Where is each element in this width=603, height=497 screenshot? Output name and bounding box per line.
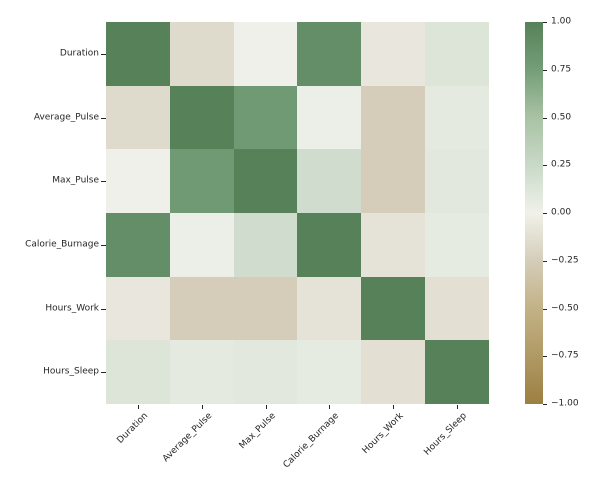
colorbar-tick (543, 213, 547, 214)
heatmap-cell (297, 340, 362, 404)
heatmap-cell (297, 276, 362, 341)
heatmap-cell (169, 149, 234, 213)
colorbar (525, 22, 543, 404)
heatmap-cell (106, 340, 170, 404)
heatmap-cell (297, 85, 362, 150)
colorbar-tick (543, 356, 547, 358)
colorbar-tick (543, 404, 547, 405)
heatmap-cell (361, 213, 426, 277)
y-tick (101, 181, 106, 183)
y-tick-label: Duration (59, 48, 99, 59)
heatmap-cell (361, 22, 426, 86)
colorbar-tick (543, 69, 547, 71)
heatmap-cell (106, 276, 170, 341)
heatmap-cell (106, 149, 170, 213)
heatmap-cell (233, 22, 298, 86)
colorbar-tick-label: −1.00 (551, 398, 579, 409)
heatmap-cell (169, 340, 234, 404)
x-tick (265, 405, 267, 409)
x-tick-label: Hours_Sleep (422, 411, 470, 458)
y-tick-label: Hours_Work (45, 303, 99, 313)
y-tick (101, 372, 106, 374)
heatmap-cell (425, 213, 489, 277)
heatmap-cell (425, 276, 489, 341)
y-tick (101, 117, 106, 119)
colorbar-tick-label: 1.00 (551, 16, 572, 27)
heatmap-cell (233, 149, 298, 213)
colorbar-tick-label: 0.25 (551, 159, 572, 170)
x-tick (393, 405, 395, 409)
colorbar-tick (543, 117, 547, 119)
colorbar-tick (543, 260, 547, 262)
heatmap-cell (361, 276, 426, 341)
heatmap-cell (361, 85, 426, 150)
colorbar-tick-label: −0.25 (551, 255, 579, 266)
heatmap-cell (361, 149, 426, 213)
heatmap-cell (425, 340, 489, 404)
x-tick-label: Hours_Work (360, 411, 406, 457)
heatmap-cell (361, 340, 426, 404)
y-tick-label: Max_Pulse (52, 175, 99, 186)
x-tick-label: Max_Pulse (237, 411, 278, 452)
heatmap-cell (233, 340, 298, 404)
heatmap-cell (233, 213, 298, 277)
y-tick-label: Average_Pulse (33, 112, 99, 122)
heatmap-cell (233, 276, 298, 341)
x-tick-label: Calorie_Burnage (282, 411, 342, 471)
heatmap-cell (106, 22, 170, 86)
heatmap-cell (297, 22, 362, 86)
heatmap-cell (169, 22, 234, 86)
heatmap-cell (169, 276, 234, 341)
x-tick (457, 405, 459, 409)
colorbar-tick-label: 0.75 (551, 64, 572, 75)
heatmap-cell (425, 149, 489, 213)
heatmap-cell (425, 22, 489, 86)
heatmap-cell (297, 149, 362, 213)
heatmap-cell (425, 85, 489, 150)
colorbar-tick-label: −0.50 (551, 303, 579, 313)
x-tick-label: Average_Pulse (160, 411, 214, 465)
colorbar-tick-label: 0.50 (551, 112, 572, 122)
heatmap-cell (169, 213, 234, 277)
x-tick-label: Duration (115, 411, 150, 446)
y-tick (101, 53, 106, 55)
heatmap-cell (169, 85, 234, 150)
heatmap (106, 22, 489, 404)
y-tick (101, 244, 106, 246)
colorbar-tick (543, 22, 547, 23)
heatmap-cell (106, 85, 170, 150)
colorbar-tick (543, 165, 547, 167)
y-tick (101, 308, 106, 310)
x-tick (329, 405, 331, 409)
colorbar-tick-label: 0.00 (551, 207, 572, 218)
colorbar-tick-label: −0.75 (551, 350, 579, 361)
heatmap-cell (297, 213, 362, 277)
y-tick-label: Hours_Sleep (43, 366, 99, 377)
heatmap-cell (233, 85, 298, 150)
x-tick (137, 405, 139, 409)
x-tick (201, 405, 203, 409)
heatmap-cell (106, 213, 170, 277)
y-tick-label: Calorie_Burnage (25, 239, 99, 250)
colorbar-tick (543, 308, 547, 310)
